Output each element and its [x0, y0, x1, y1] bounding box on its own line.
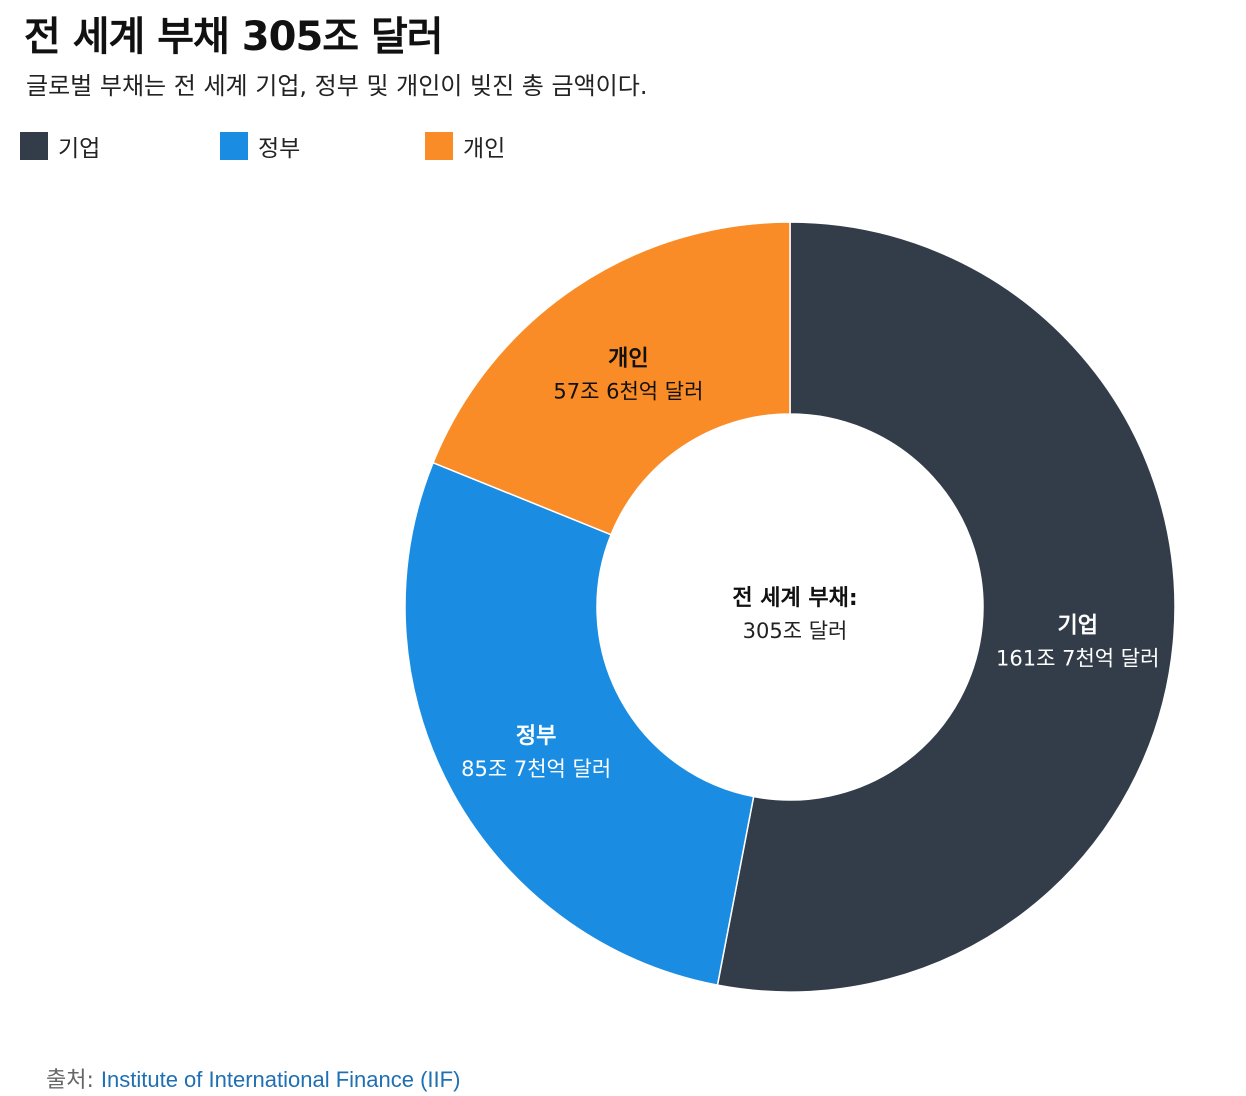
source-label: 출처: — [46, 1068, 94, 1093]
donut-slice-government — [404, 461, 755, 986]
center-title: 전 세계 부채: — [732, 586, 857, 611]
chart-title: 전 세계 부채 305조 달러 — [24, 14, 444, 60]
legend-swatch-corporate — [20, 132, 48, 160]
legend-item-government: 정부 — [220, 130, 300, 162]
slice-value-household: 57조 6천억 달러 — [553, 379, 703, 403]
slice-value-government: 85조 7천억 달러 — [461, 757, 611, 781]
legend-label-government: 정부 — [258, 136, 301, 162]
slice-label-household: 개인 — [608, 346, 648, 371]
donut-slice-corporate — [716, 221, 1176, 993]
legend-item-household: 개인 — [425, 130, 505, 162]
legend-swatch-government — [220, 132, 248, 160]
slice-label-government: 정부 — [516, 724, 556, 749]
donut-slice-household — [432, 221, 791, 536]
slice-value-corporate: 161조 7천억 달러 — [996, 646, 1159, 670]
legend: 기업 정부 개인 — [20, 130, 720, 162]
legend-swatch-household — [425, 132, 453, 160]
legend-item-corporate: 기업 — [20, 130, 100, 162]
slice-label-corporate: 기업 — [1057, 613, 1097, 638]
legend-label-household: 개인 — [463, 136, 506, 162]
center-value: 305조 달러 — [743, 619, 848, 643]
legend-label-corporate: 기업 — [58, 136, 101, 162]
source-note: 출처: Institute of International Finance (… — [46, 1062, 460, 1094]
chart-subtitle: 글로벌 부채는 전 세계 기업, 정부 및 개인이 빚진 총 금액이다. — [26, 72, 648, 100]
source-link[interactable]: Institute of International Finance (IIF) — [100, 1067, 461, 1092]
